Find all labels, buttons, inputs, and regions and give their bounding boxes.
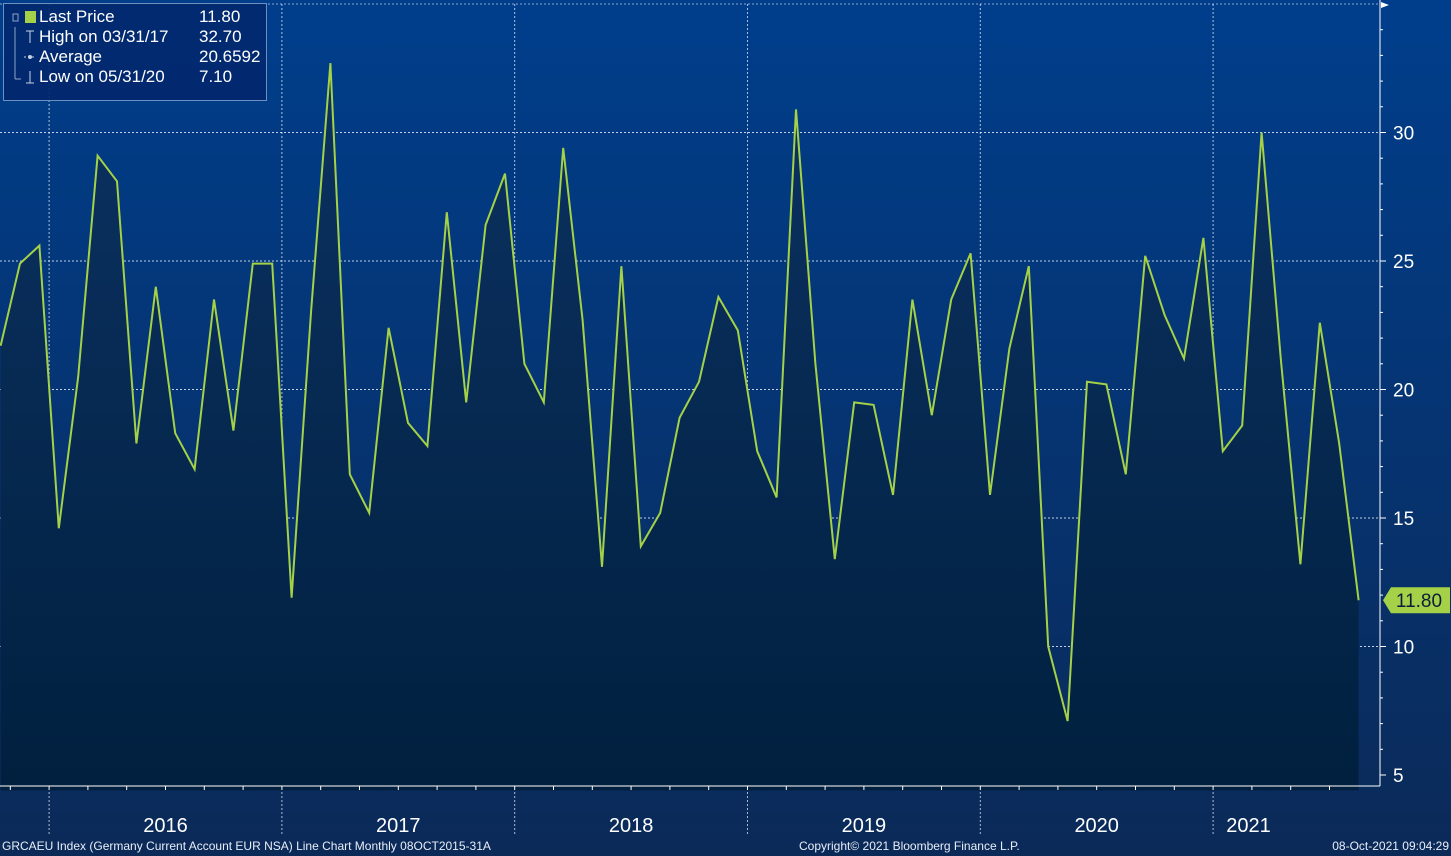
x-tick-label-2017: 2017 — [376, 815, 421, 837]
axis-layer: 5 10 15 20 25 30 2016 2017 2018 2019 2020 2021 — [0, 0, 1414, 837]
average-marker-icon — [14, 47, 36, 67]
last-value-tag-label: 11.80 — [1396, 591, 1442, 612]
legend-label-last-price: Last Price — [39, 7, 115, 26]
last-value-tag-shape — [1383, 587, 1450, 614]
x-tick-label-2019: 2019 — [842, 815, 887, 837]
x-tick-label-2018: 2018 — [609, 815, 654, 837]
legend-label-average: Average — [39, 47, 103, 66]
legend-value-low: 7.10 — [199, 67, 233, 86]
legend: Last Price 11.80 High on 03/31/17 32.70 … — [3, 3, 267, 101]
y-axis-arrow-icon — [1381, 2, 1389, 8]
high-marker-icon — [14, 27, 34, 47]
y-tick-label: 20 — [1393, 381, 1414, 402]
x-tick-label-2020: 2020 — [1074, 815, 1119, 837]
legend-label-high: High on 03/31/17 — [39, 27, 169, 46]
legend-label-low: Low on 05/31/20 — [39, 67, 165, 86]
last-value-tag-layer: 11.80 — [1383, 587, 1450, 614]
low-marker-icon — [14, 67, 34, 84]
footer-description: GRCAEU Index (Germany Current Account EU… — [2, 839, 491, 853]
last-price-swatch-icon — [12, 11, 36, 23]
footer-copyright: Copyright© 2021 Bloomberg Finance L.P. — [799, 839, 1020, 853]
y-tick-label: 25 — [1393, 252, 1414, 273]
legend-value-average: 20.6592 — [199, 47, 261, 66]
area-layer — [0, 63, 1360, 791]
footer-timestamp: 08-Oct-2021 09:04:29 — [1332, 839, 1449, 853]
y-tick-label: 15 — [1393, 509, 1414, 530]
legend-value-last-price: 11.80 — [199, 7, 241, 26]
x-tick-label-2016: 2016 — [143, 815, 188, 837]
y-tick-label: 5 — [1393, 766, 1404, 787]
y-tick-label: 10 — [1393, 638, 1414, 659]
legend-value-high: 32.70 — [199, 27, 242, 46]
series-area-fill — [0, 63, 1359, 791]
y-tick-label: 30 — [1393, 124, 1414, 145]
x-tick-label-2021: 2021 — [1226, 815, 1271, 837]
series-line — [0, 63, 1360, 722]
